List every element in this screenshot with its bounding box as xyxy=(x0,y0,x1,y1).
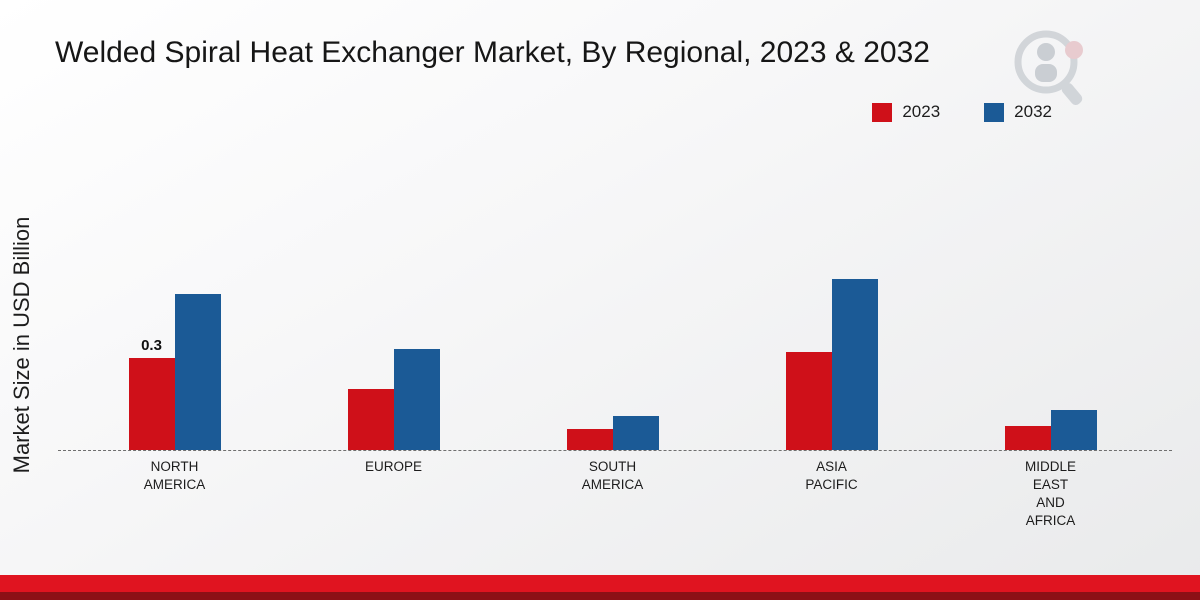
bar-2023-3 xyxy=(785,352,832,450)
bar-2032-1 xyxy=(393,349,440,450)
bar-group-3 xyxy=(722,279,941,450)
bar-group-1 xyxy=(284,349,503,450)
bar-2023-2 xyxy=(566,429,613,450)
x-axis-baseline xyxy=(58,450,1172,451)
footer-accent-strip xyxy=(0,575,1200,592)
chart-title: Welded Spiral Heat Exchanger Market, By … xyxy=(55,36,930,69)
brand-logo-watermark xyxy=(1014,30,1083,106)
bar-group-2 xyxy=(503,416,722,450)
category-label-0: NORTH AMERICA xyxy=(143,459,206,492)
bar-2023-0: 0.3 xyxy=(128,337,175,450)
y-axis-label: Market Size in USD Billion xyxy=(9,216,34,474)
bar-2032-3 xyxy=(831,279,878,450)
category-labels-row: NORTH AMERICA EUROPE SOUTH AMERICA ASIA PAC… xyxy=(65,458,1160,530)
bar-2023-4 xyxy=(1004,426,1051,450)
legend-item-2032: 2032 xyxy=(984,102,1052,122)
bar-chart-plot-area: 0.3 xyxy=(65,230,1160,450)
bar-2032-4 xyxy=(1050,410,1097,450)
bar-2023-1 xyxy=(347,389,394,450)
category-label-2: SOUTH AMERICA xyxy=(581,459,644,492)
bar-group-4 xyxy=(941,410,1160,450)
chart-legend: 2023 2032 xyxy=(872,102,1052,122)
legend-label-2023: 2023 xyxy=(902,102,941,121)
category-label-3: ASIA PACIFIC xyxy=(805,459,858,492)
bar-2032-2 xyxy=(612,416,659,450)
bar-group-0: 0.3 xyxy=(65,294,284,450)
category-label-1: EUROPE xyxy=(364,459,422,474)
legend-label-2032: 2032 xyxy=(1014,102,1052,121)
bar-2032-0 xyxy=(174,294,221,450)
legend-swatch-2032 xyxy=(984,102,1005,122)
legend-swatch-2023 xyxy=(872,102,893,122)
bar-value-label: 0.3 xyxy=(141,337,162,354)
category-label-4: MIDDLE EAST AND AFRICA xyxy=(1024,459,1076,528)
legend-item-2023: 2023 xyxy=(872,102,940,122)
footer-dark-strip xyxy=(0,592,1200,600)
